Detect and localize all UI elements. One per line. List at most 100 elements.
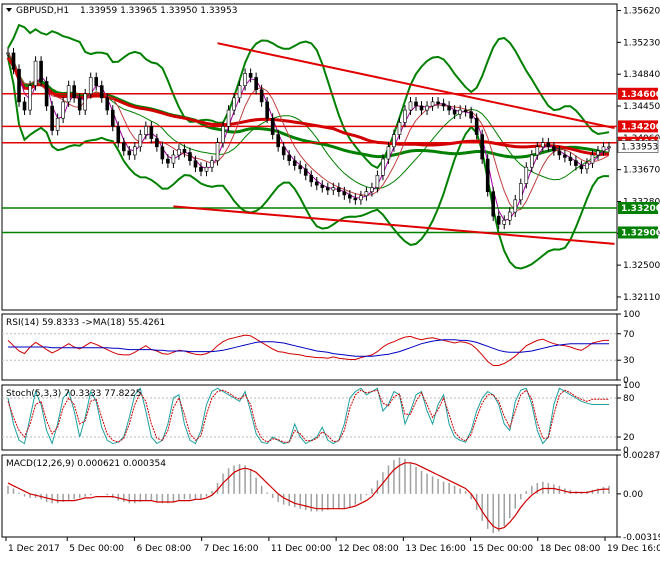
candle-body [463, 109, 468, 113]
rsi-title: RSI(14) 59.8333 [6, 318, 79, 328]
macd-ytick-label: 0.002879 [623, 451, 660, 461]
candle-body [144, 126, 148, 135]
main-ytick-label: 1.35620 [623, 7, 660, 17]
trendline-1 [173, 205, 615, 245]
candle-body [397, 122, 402, 135]
candle-body [182, 148, 187, 153]
level-badge-0: 1.34600 [618, 87, 660, 100]
candle-body [105, 97, 110, 111]
candle-body [193, 160, 198, 168]
candle-body [292, 160, 297, 166]
candle-body [39, 60, 43, 82]
candle-body [94, 77, 99, 86]
candle-body [281, 146, 286, 156]
candle-body [419, 105, 424, 111]
candle-body [513, 199, 518, 213]
candle-body [590, 154, 595, 164]
candle-body [447, 105, 451, 111]
candle-body [375, 175, 380, 188]
candle-body [414, 101, 418, 107]
rsi-series-1 [8, 339, 609, 357]
candle-body [436, 101, 440, 104]
rsi-ytick-label: 30 [623, 356, 635, 366]
candle-body [381, 158, 385, 176]
level-badge-bg [618, 120, 658, 133]
candle-body [574, 160, 578, 166]
candle-body [596, 150, 600, 156]
candle-body [474, 117, 479, 135]
candle-body [237, 85, 242, 99]
panel-frame-rsi [1, 313, 618, 381]
macd-ytick-label: 0.00 [623, 490, 643, 500]
stoch-title: Stoch(5,3,3) 70.3333 77.8225 [6, 389, 141, 399]
candle-body [485, 158, 490, 192]
candle-body [77, 97, 82, 111]
candle-body [127, 150, 132, 156]
candle-body [601, 146, 606, 152]
bollinger-upper-line [7, 23, 610, 170]
candle-body [403, 109, 407, 123]
ma-green-line [6, 53, 610, 159]
stoch-ytick-label: 0 [623, 446, 629, 456]
ma-fast2-line [7, 52, 610, 212]
candle-body [215, 142, 220, 161]
candle-body [248, 73, 253, 78]
candle-body [270, 117, 275, 135]
candle-body [425, 105, 429, 111]
candle-body [524, 166, 529, 184]
candle-body [133, 146, 137, 156]
level-badge-bg [618, 226, 658, 239]
stoch-ytick-label: 100 [623, 381, 640, 391]
candle-body [469, 111, 473, 119]
level-badge-bg [618, 87, 658, 100]
stoch-series-0 [7, 387, 609, 446]
candle-body [265, 101, 269, 119]
candle-body [325, 187, 330, 191]
candle-body [348, 194, 352, 199]
level-badge-label: 1.34200 [621, 122, 660, 132]
candle-body [83, 93, 87, 111]
candle-body [22, 101, 27, 111]
candle-body [353, 197, 358, 201]
candles-group [6, 48, 611, 230]
candle-body [518, 183, 523, 201]
candle-body [579, 165, 584, 170]
candle-body [204, 166, 209, 172]
candle-body [160, 146, 165, 160]
level-badge-3: 1.33200 [618, 202, 660, 214]
candle-body [408, 101, 413, 111]
candle-body [61, 101, 65, 119]
main-ytick-label: 1.34450 [623, 102, 660, 112]
main-ytick-label: 1.33670 [623, 166, 660, 176]
candle-body [276, 134, 280, 148]
xtick-label: 18 Dec 08:00 [540, 544, 601, 554]
candle-body [535, 146, 540, 156]
candle-body [50, 105, 54, 131]
xtick-label: 7 Dec 16:00 [204, 544, 259, 554]
candle-body [392, 134, 396, 148]
stoch-ytick-label: 80 [623, 394, 635, 404]
candle-body [232, 97, 236, 111]
symbol-menu-arrow-icon [6, 8, 12, 12]
candle-body [226, 109, 231, 127]
candle-body [359, 195, 363, 201]
candle-body [568, 157, 573, 161]
candle-body [480, 134, 484, 160]
candle-body [502, 219, 507, 225]
candle-body [314, 181, 319, 186]
main-ytick-label: 1.32110 [623, 293, 660, 303]
xtick-label: 19 Dec 16:00 [607, 544, 660, 554]
candle-body [563, 154, 567, 158]
candle-body [552, 146, 556, 152]
candle-body [430, 101, 435, 107]
level-badge-label: 1.33200 [621, 204, 660, 214]
candle-body [88, 77, 93, 95]
candle-body [364, 191, 369, 197]
candle-body [452, 109, 457, 115]
candle-body [541, 142, 545, 148]
xtick-label: 11 Dec 00:00 [271, 544, 332, 554]
candle-body [254, 77, 258, 90]
candle-body [210, 160, 214, 168]
candle-body [441, 103, 446, 107]
